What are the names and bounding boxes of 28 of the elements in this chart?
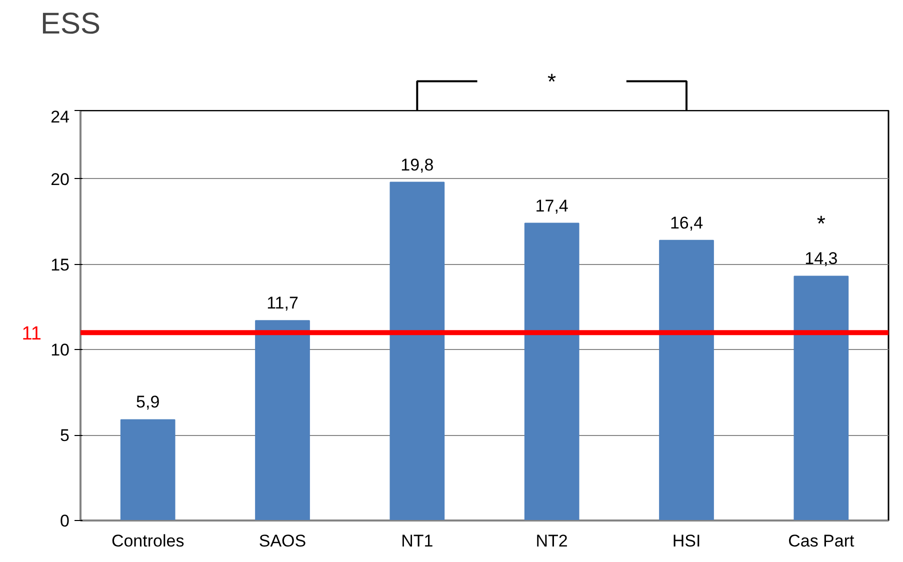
data-label: 5,9 xyxy=(136,392,160,412)
y-tick-label: 5 xyxy=(60,426,70,446)
bar xyxy=(659,240,714,520)
y-tick-label: 24 xyxy=(50,108,70,126)
y-tick-label: 0 xyxy=(60,512,70,530)
chart-title: ESS xyxy=(40,8,101,40)
bar xyxy=(794,276,849,520)
x-tick-label: HSI xyxy=(672,532,701,550)
bar xyxy=(524,222,580,520)
data-label: 16,4 xyxy=(670,213,704,232)
y-tick-label: 10 xyxy=(50,340,70,360)
data-label: 19,8 xyxy=(400,155,434,174)
bar xyxy=(255,320,310,520)
data-label: 14,3 xyxy=(804,249,838,268)
x-tick-label: NT2 xyxy=(536,532,568,550)
y-tick-label: 20 xyxy=(50,170,70,189)
x-tick-label: Controles xyxy=(111,532,184,550)
bar xyxy=(120,419,176,520)
data-label: 11,7 xyxy=(266,294,298,313)
x-tick-label: Cas Part xyxy=(788,532,855,550)
ref-line-label: 11 xyxy=(22,324,42,345)
data-label: 17,4 xyxy=(535,196,568,216)
bar xyxy=(390,182,445,520)
x-tick-label: SAOS xyxy=(258,532,306,550)
annotation: * xyxy=(816,211,826,236)
text: * xyxy=(548,68,557,94)
x-tick-label: NT1 xyxy=(401,532,434,550)
y-tick-label: 15 xyxy=(50,255,70,274)
